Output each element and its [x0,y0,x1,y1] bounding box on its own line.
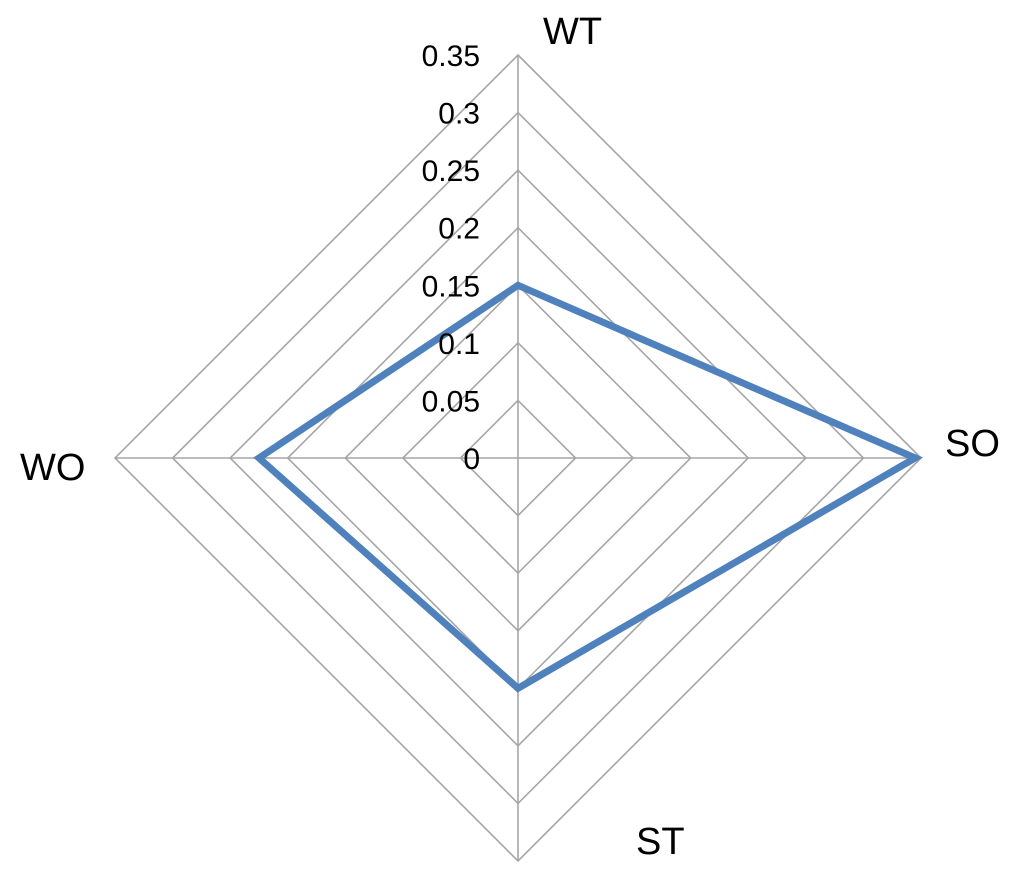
tick-label: 0.35 [422,40,480,73]
tick-layer: 0 0.05 0.1 0.15 0.2 0.25 0.3 0.35 [422,40,480,476]
axis-label-so: SO [945,423,1000,465]
tick-label: 0.1 [438,328,480,361]
series-line-0 [253,281,923,693]
tick-label: 0.2 [438,213,480,246]
axis-label-wo: WO [20,447,85,489]
axis-label-st: ST [636,821,685,863]
tick-label: 0.15 [422,270,480,303]
tick-label: 0 [463,443,480,476]
axis-label-layer: WT SO ST WO [20,11,1000,863]
axis-label-wt: WT [543,11,602,53]
tick-label: 0.3 [438,98,480,131]
grid-layer [113,53,923,863]
series-layer [253,281,923,693]
tick-label: 0.25 [422,155,480,188]
tick-label: 0.05 [422,385,480,418]
